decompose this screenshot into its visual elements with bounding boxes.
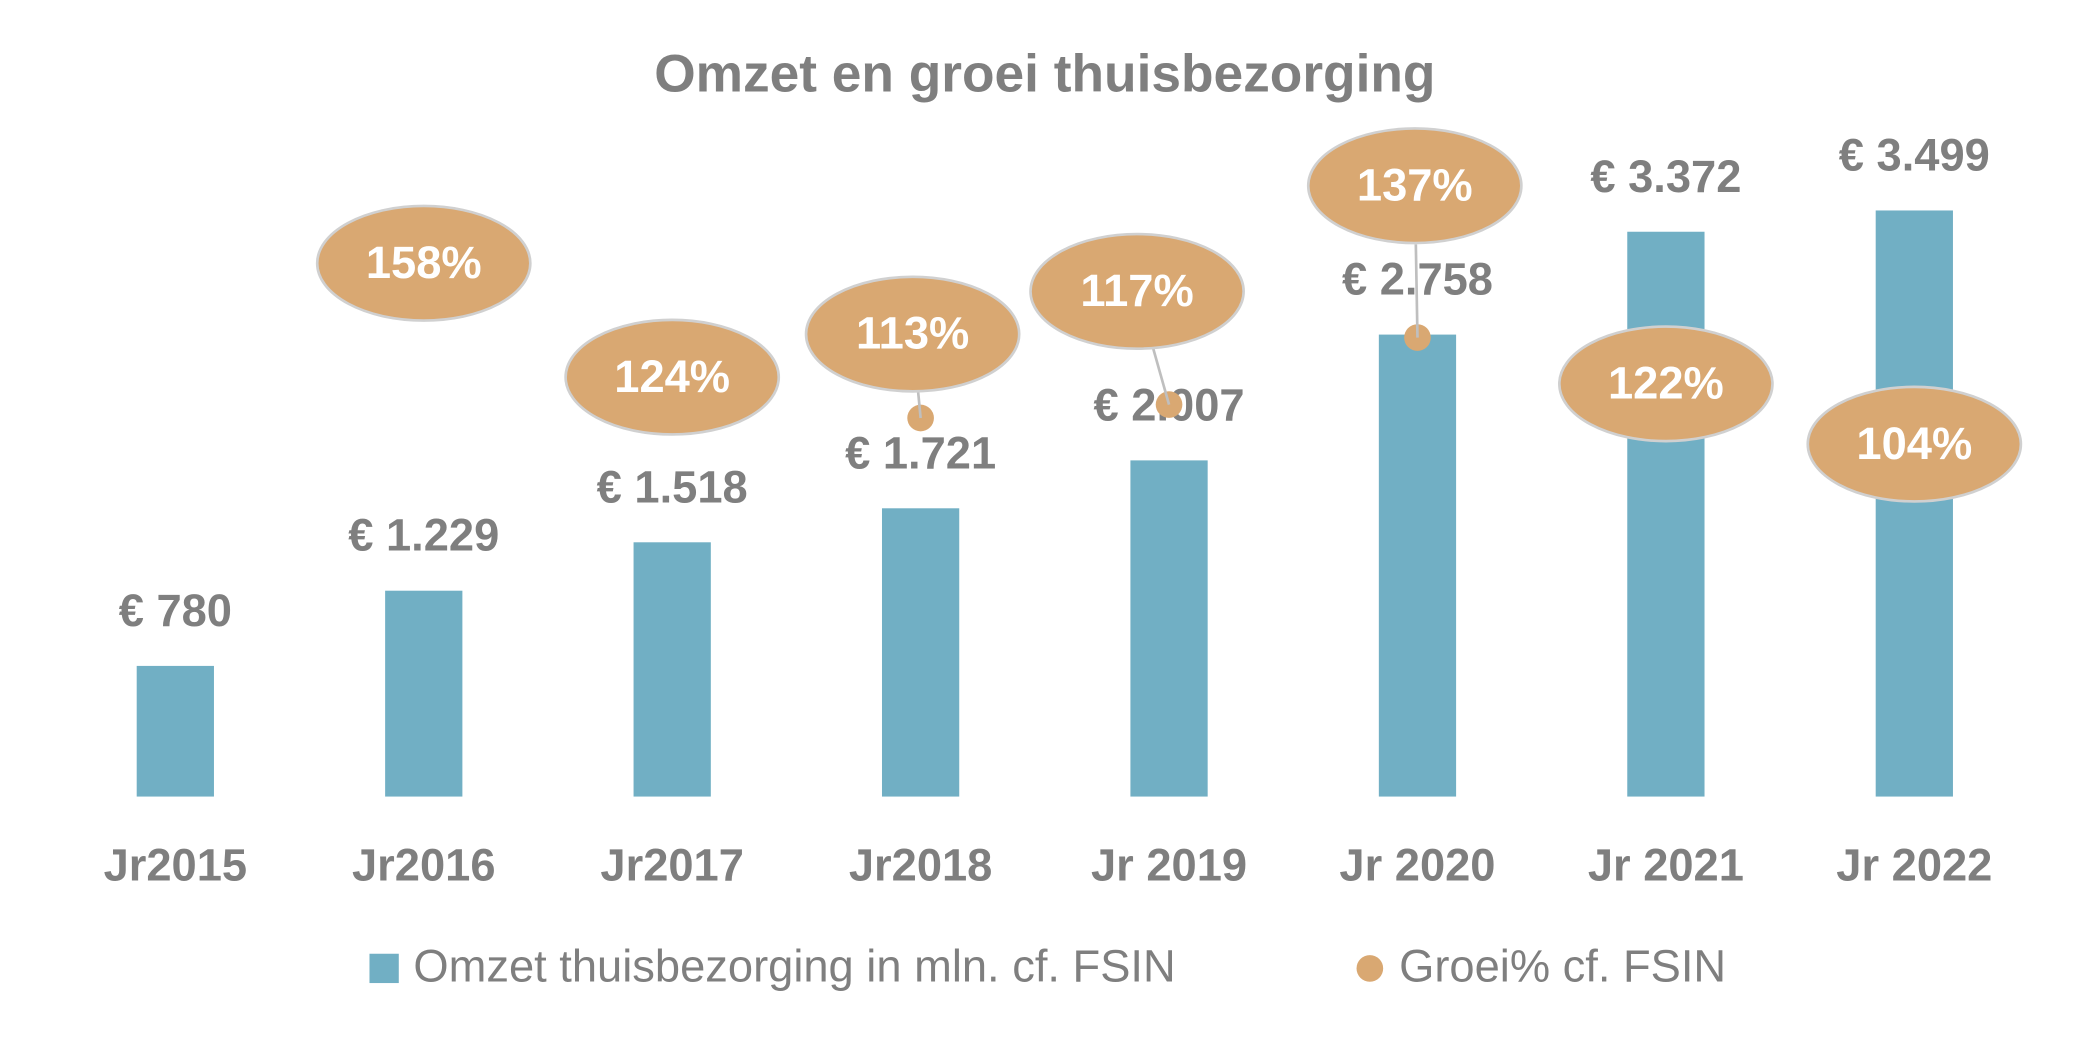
- x-tick-label: Jr 2019: [1091, 839, 1247, 890]
- growth-bubble: [1306, 127, 1523, 245]
- legend-swatch: [1356, 955, 1384, 982]
- leader-line: [1151, 347, 1171, 405]
- growth-label: 137%: [1357, 159, 1473, 210]
- growth-label: 158%: [366, 237, 482, 288]
- growth-label: 117%: [1080, 265, 1193, 316]
- x-tick-label: Jr2016: [352, 839, 496, 890]
- bar: [633, 542, 711, 797]
- value-label: € 1.229: [348, 510, 499, 561]
- bar: [136, 665, 214, 797]
- bubbles: 158% 124% 113% 117% 137% 122% 104%: [315, 127, 2023, 503]
- legend-swatch: [369, 953, 399, 984]
- legend-label: Groei% cf. FSIN: [1399, 941, 1726, 992]
- growth-label: 122%: [1608, 357, 1724, 408]
- growth-bubble: [804, 275, 1021, 393]
- bar: [1378, 334, 1457, 797]
- growth-bubble: [315, 204, 532, 322]
- value-label: € 3.499: [1839, 129, 1990, 180]
- bar: [881, 508, 960, 797]
- value-label: € 1.518: [597, 461, 748, 512]
- value-label: € 1.721: [845, 427, 996, 478]
- growth-bubble: [1806, 385, 2023, 503]
- growth-bubble: [1029, 232, 1245, 350]
- x-tick-label: Jr 2020: [1339, 839, 1495, 890]
- x-tick-label: Jr 2022: [1836, 839, 1992, 890]
- bar: [1130, 460, 1208, 797]
- x-tick-label: Jr2018: [849, 839, 993, 890]
- growth-label: 104%: [1856, 418, 1972, 469]
- value-label: € 3.372: [1590, 151, 1741, 202]
- growth-bubble: [564, 318, 781, 436]
- leader-line: [1414, 244, 1419, 338]
- growth-label: 113%: [856, 308, 969, 359]
- bar: [1875, 210, 1953, 797]
- legend-label: Omzet thuisbezorging in mln. cf. FSIN: [413, 941, 1175, 992]
- leader-line: [916, 392, 922, 419]
- chart-title: Omzet en groei thuisbezorging: [654, 44, 1435, 103]
- growth-label: 124%: [614, 351, 730, 402]
- x-tick-label: Jr 2021: [1588, 839, 1744, 890]
- x-tick-label: Jr2015: [104, 839, 248, 890]
- growth-bubble: [1558, 325, 1774, 443]
- bar: [385, 590, 463, 797]
- x-tick-label: Jr2017: [600, 839, 744, 890]
- value-label: € 780: [119, 585, 232, 636]
- bar: [1627, 231, 1705, 797]
